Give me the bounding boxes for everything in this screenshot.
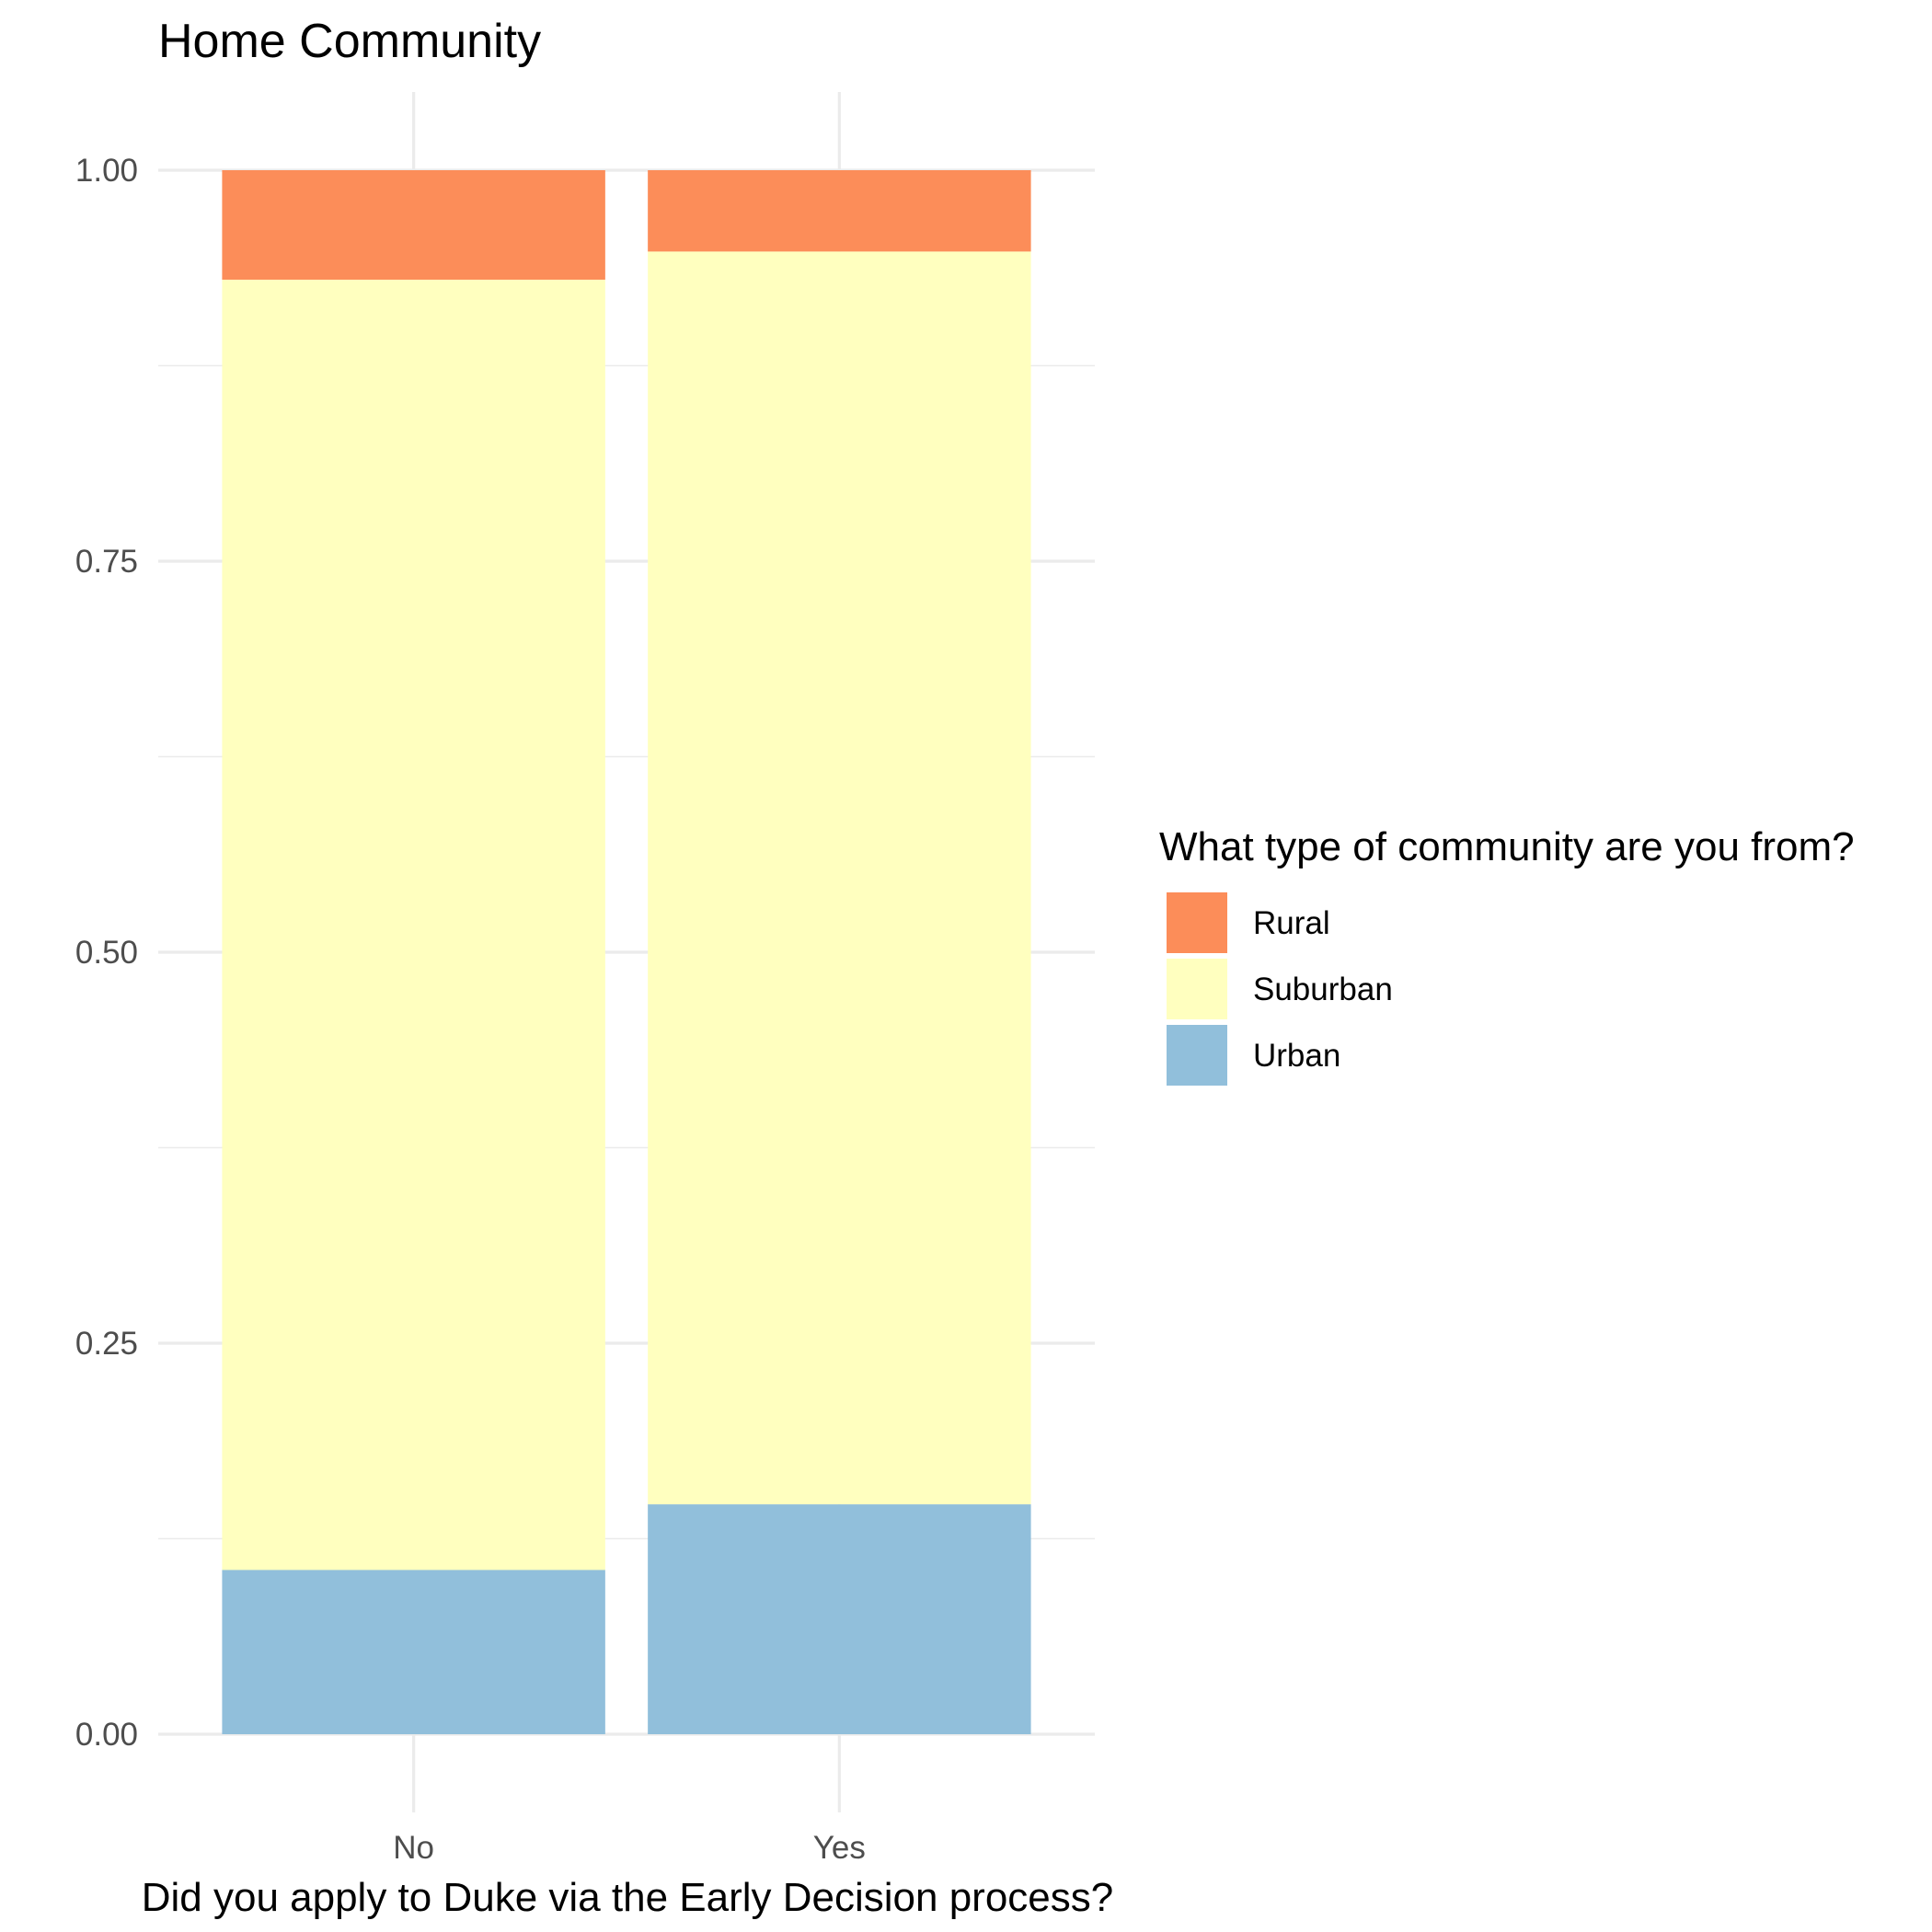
legend-key-rural — [1167, 892, 1227, 953]
legend-key-urban — [1167, 1025, 1227, 1086]
x-axis-title: Did you apply to Duke via the Early Deci… — [142, 1875, 1114, 1920]
x-tick-label: No — [393, 1830, 434, 1866]
legend-title: What type of community are you from? — [1159, 824, 1855, 869]
legend-label-urban: Urban — [1253, 1038, 1340, 1074]
legend-key-suburban — [1167, 959, 1227, 1019]
axes: 0.00 0.25 0.50 0.75 1.00 No Yes — [75, 153, 866, 1866]
chart-title: Home Community — [158, 15, 541, 68]
bar-urban-yes — [648, 1504, 1031, 1734]
bar-rural-yes — [648, 170, 1031, 252]
y-tick-label: 0.00 — [75, 1717, 138, 1753]
bar-rural-no — [222, 170, 605, 280]
legend-label-rural: Rural — [1253, 905, 1330, 941]
legend-label-suburban: Suburban — [1253, 972, 1393, 1007]
y-tick-label: 0.50 — [75, 935, 138, 971]
bar-urban-no — [222, 1570, 605, 1734]
legend: What type of community are you from? Rur… — [1159, 824, 1855, 1086]
y-tick-label: 1.00 — [75, 153, 138, 189]
bar-suburban-no — [222, 280, 605, 1570]
y-tick-label: 0.75 — [75, 544, 138, 580]
bars — [222, 170, 1031, 1734]
x-tick-label: Yes — [813, 1830, 866, 1866]
y-tick-label: 0.25 — [75, 1326, 138, 1362]
bar-suburban-yes — [648, 251, 1031, 1505]
